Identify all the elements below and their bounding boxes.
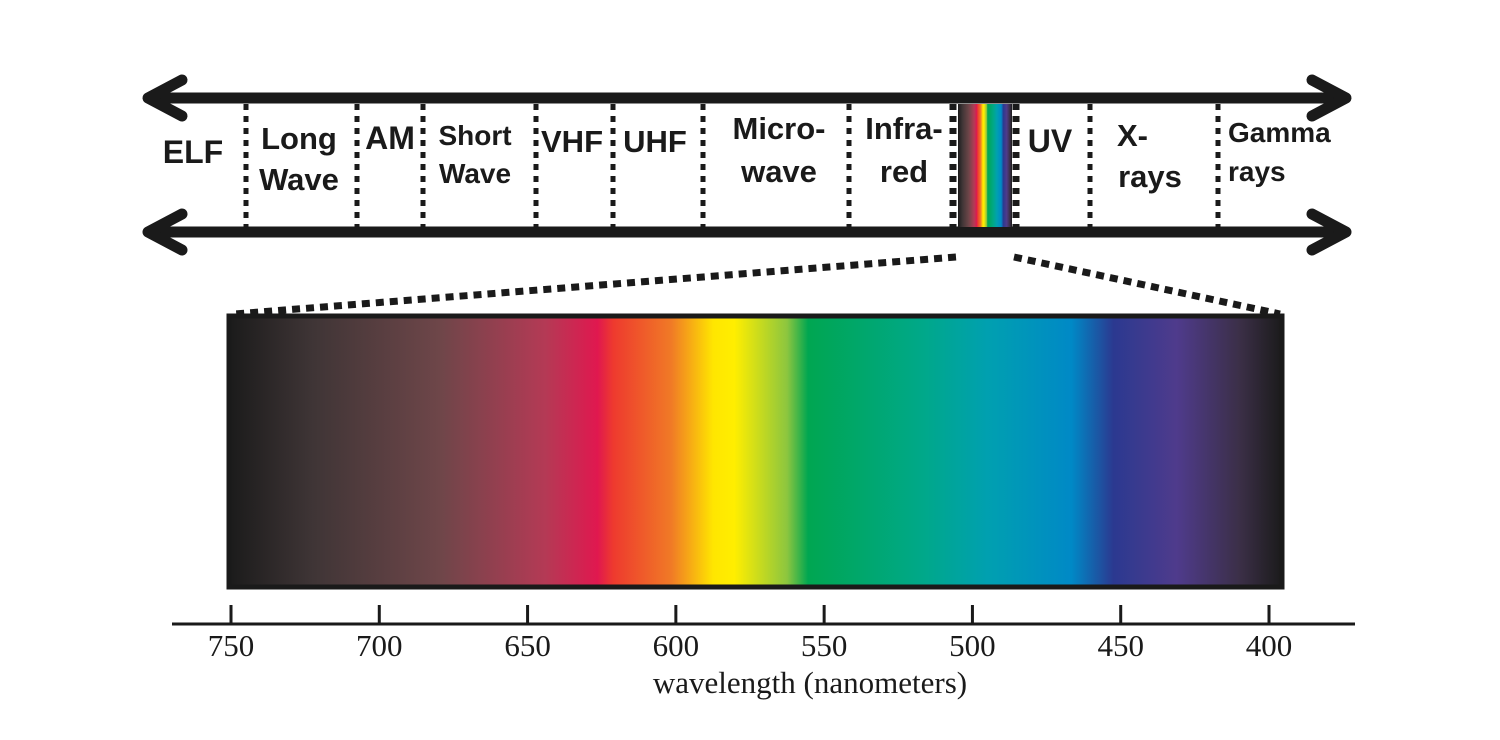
- band-labels: ELF Long Wave AM Short Wave VHF UHF Micro-wave In…: [163, 111, 1331, 197]
- band-label-line: Long: [261, 121, 337, 156]
- band-label-line: X-: [1117, 118, 1148, 153]
- band-label-line: red: [880, 154, 928, 189]
- band-label-short-wave: Short Wave: [438, 120, 511, 189]
- band-label-line: UV: [1028, 123, 1073, 159]
- band-label-line: VHF: [541, 124, 603, 159]
- band-label-long-wave: Long Wave: [259, 121, 339, 197]
- band-label-line: Wave: [259, 162, 339, 197]
- band-label-am: AM: [365, 120, 415, 156]
- band-label-line: rays: [1118, 159, 1182, 194]
- band-label-line: rays: [1228, 156, 1286, 187]
- band-separators: [243, 104, 1221, 228]
- bottom-arrow-right-head: [1306, 208, 1352, 256]
- band-label-uhf: UHF: [623, 124, 687, 159]
- band-label-line: Wave: [439, 158, 511, 189]
- wavelength-axis: 750 700 650 600 550 500 450 400 wavelength (nan…: [172, 605, 1355, 700]
- axis-xlabel: wavelength (nanometers): [653, 665, 967, 700]
- zoom-connectors: [233, 253, 1281, 318]
- band-label-x-rays: X-rays: [1117, 118, 1182, 194]
- band-label-vhf: VHF: [541, 124, 603, 159]
- band-label-line: Short: [438, 120, 511, 151]
- axis-tick-label: 700: [356, 628, 403, 663]
- band-label-infrared: Infra-red: [865, 111, 943, 189]
- axis-tick-label: 550: [801, 628, 848, 663]
- bottom-arrow-left-head: [142, 208, 188, 256]
- zoom-line-right: [1013, 253, 1281, 318]
- axis-tick-label: 600: [653, 628, 700, 663]
- band-label-line: Micro-: [733, 111, 826, 146]
- axis-tick-label: 750: [208, 628, 255, 663]
- axis-tick-label: 650: [504, 628, 551, 663]
- band-label-line: Infra-: [865, 111, 943, 146]
- zoom-line-left: [233, 253, 957, 318]
- band-label-elf: ELF: [163, 134, 223, 170]
- band-label-gamma-rays: Gamma rays: [1228, 117, 1331, 187]
- band-label-line: ELF: [163, 134, 223, 170]
- axis-tick-label: 450: [1097, 628, 1144, 663]
- band-label-line: wave: [740, 154, 817, 189]
- band-label-line: Gamma: [1228, 117, 1331, 148]
- band-label-line: AM: [365, 120, 415, 156]
- band-label-line: UHF: [623, 124, 687, 159]
- axis-ticks: 750 700 650 600 550 500 450 400: [208, 605, 1293, 663]
- top-arrow-left-head: [142, 74, 188, 122]
- visible-band-small: [958, 104, 1012, 227]
- visible-spectrum-bar: [226, 313, 1285, 590]
- band-label-uv: UV: [1028, 123, 1073, 159]
- axis-tick-label: 500: [949, 628, 996, 663]
- axis-tick-label: 400: [1246, 628, 1293, 663]
- spectrum-arrows: [142, 74, 1352, 256]
- top-arrow-right-head: [1306, 74, 1352, 122]
- band-label-microwave: Micro-wave: [733, 111, 826, 189]
